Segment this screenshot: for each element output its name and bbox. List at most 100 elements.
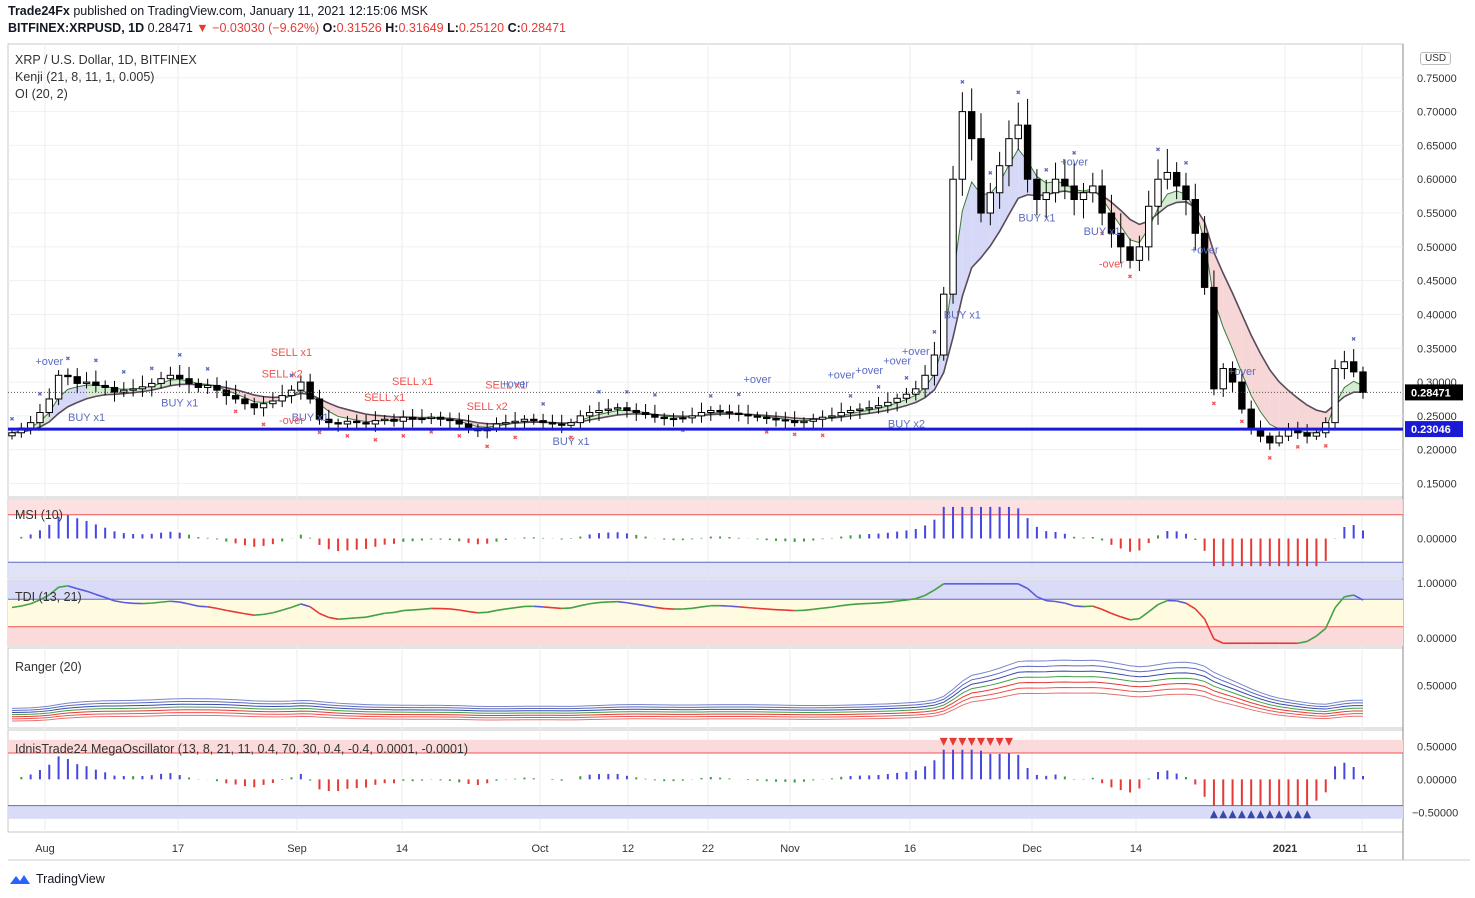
candle-body [1080,193,1086,200]
candle-body [1304,433,1310,436]
publisher-name[interactable]: Trade24Fx [8,4,70,18]
candle-body [93,382,99,385]
time-tick-label: Oct [531,843,548,855]
close-value: 0.28471 [521,21,566,35]
kenji-legend[interactable]: Kenji (21, 8, 11, 1, 0.005) [15,70,154,84]
tradingview-logo[interactable]: TradingView [8,872,105,886]
tdi-line-segment [152,602,161,603]
buy-signal-marker: ✖ [93,357,98,364]
tdi-line-segment [841,605,850,606]
sell-signal-marker: ✖ [261,421,266,428]
candle-body [540,421,546,423]
buy-signal-marker: ✖ [1016,90,1021,97]
candle-body [242,399,248,404]
tdi-line-segment [562,608,571,609]
msi-label[interactable]: MSI (10) [15,508,63,522]
msi-pane[interactable] [8,499,1403,578]
tdi-pane[interactable] [8,580,1403,646]
ranger-label[interactable]: Ranger (20) [15,660,82,674]
candle-body [1201,233,1207,287]
candle-body [493,424,499,428]
open-value: 0.31526 [337,21,382,35]
candle-body [1276,436,1282,443]
tdi-line-segment [338,619,347,620]
currency-badge[interactable]: USD [1420,52,1451,65]
over-minus-annotation: -over [279,415,304,427]
sell-signal-marker: ✖ [792,432,797,439]
time-tick-label: 12 [622,843,634,855]
candle-body [754,416,760,417]
buy-signal-marker: ✖ [848,393,853,400]
tdi-line-segment [757,608,766,609]
buy-signal-marker: ✖ [65,355,70,362]
candle-body [1127,247,1133,261]
candle-body [279,396,285,401]
sell-annotation: SELL x2 [262,369,303,381]
buy-signal-marker: ✖ [1044,167,1049,174]
price-tick-label: 0.25000 [1417,411,1457,423]
candle-body [661,417,667,418]
buy-signal-marker: ✖ [205,366,210,373]
tdi-tick-label: 0.00000 [1417,633,1457,645]
tdi-line-segment [599,602,608,603]
msi-overbought-zone [8,499,1403,515]
buy-annotation: BUY x1 [944,309,981,321]
candle-body [1071,186,1077,200]
candle-body [1146,206,1152,247]
candle-body [763,417,769,418]
sell-annotation: SELL x1 [271,347,312,359]
price-tick-label: 0.65000 [1417,140,1457,152]
time-tick-label: 22 [702,843,714,855]
candle-body [866,408,872,409]
candle-body [1239,382,1245,409]
tdi-line-segment [739,607,748,608]
candle-body [447,419,453,420]
candle-body [875,406,881,408]
tdi-line-segment [534,606,543,607]
grid-lines [8,44,1470,860]
series-title[interactable]: XRP / U.S. Dollar, 1D, BITFINEX [15,53,197,67]
sell-signal-marker: ✖ [317,430,322,437]
mega-tick-label: 0.00000 [1417,774,1457,786]
candle-body [428,417,434,418]
candle-body [503,423,509,424]
mega-label[interactable]: IdnisTrade24 MegaOscillator (13, 8, 21, … [15,742,468,756]
tdi-line-segment [161,601,170,602]
buy-signal-marker: ✖ [876,384,881,391]
candle-body [857,409,863,410]
candle-body [27,423,33,428]
time-tick-label: Dec [1022,843,1042,855]
candle-body [381,419,387,420]
candle-body [736,413,742,414]
time-tick-label: 11 [1356,843,1367,855]
price-tick-label: 0.60000 [1417,174,1457,186]
tdi-line-segment [422,608,431,609]
tdi-label[interactable]: TDI (13, 21) [15,590,82,604]
ranger-pane[interactable] [12,660,1363,721]
tdi-line-segment [552,608,561,609]
candle-body [260,404,266,408]
candle-body [847,410,853,412]
candle-body [968,112,974,139]
candle-body [1341,362,1347,369]
price-pane[interactable]: ✖ ✖ ✖ ✖ ✖ ✖ ✖ ✖ ✖ ✖ ✖ ✖ ✖ ✖ ✖ ✖ ✖ ✖ ✖ ✖ ✖ ✖ ✖ ✖ ✖ ✖ ✖ ✖ ✖ ✖ ✖ ✖ ✖ ✖ ✖ ✖ ✖ ✖ ✖ ✖… [8,79,1403,462]
open-label: O: [323,21,337,35]
over-plus-annotation: +over [1191,244,1219,256]
candle-body [941,294,947,355]
candle-body [1006,139,1012,166]
candle-body [1183,186,1189,200]
symbol-label: BITFINEX:XRPUSD, 1D [8,21,144,35]
tdi-line-segment [403,610,412,611]
candle-body [577,416,583,423]
candle-body [83,382,89,383]
tdi-line-segment [1046,601,1055,602]
candle-body [1164,172,1170,179]
oi-legend[interactable]: OI (20, 2) [15,87,68,101]
time-tick-label: 14 [1130,843,1142,855]
candle-body [680,418,686,419]
sell-signal-marker: ✖ [233,409,238,416]
mega-oversold-zone [8,806,1403,819]
candle-body [372,421,378,424]
chart-canvas[interactable]: ✖✖✖ ✖✖✖✖✖✖✖✖✖✖✖✖✖✖✖✖✖✖✖ ✖ ✖✖✖ ✖✖ ✖ ✖✖✖✖✖✖✖✖✖✖✖… [0,0,1475,898]
price-tick-label: 0.15000 [1417,478,1457,490]
